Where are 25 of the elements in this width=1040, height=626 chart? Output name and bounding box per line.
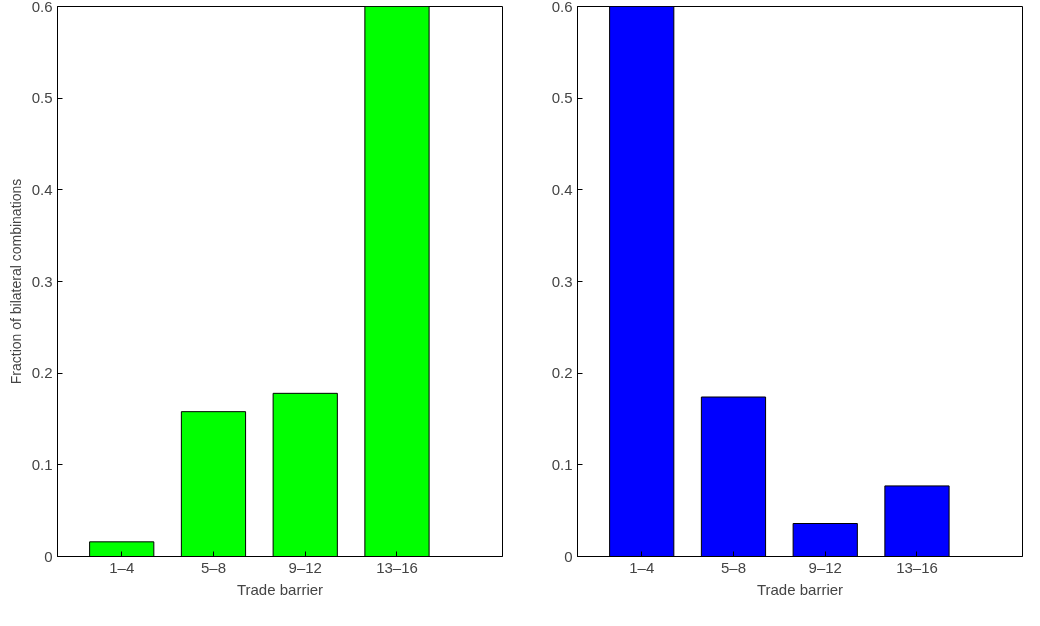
x-axis-title: Trade barrier xyxy=(756,580,844,598)
y-tick-label: 0.2 xyxy=(551,364,573,382)
y-tick-label: 0.1 xyxy=(31,455,53,473)
x-tick-label: 5–8 xyxy=(200,558,226,576)
x-tick-label: 1–4 xyxy=(109,558,135,576)
y-tick-label: 0.6 xyxy=(551,0,573,15)
x-tick-label: 1–4 xyxy=(629,558,655,576)
x-tick-label: 13–16 xyxy=(896,558,938,576)
y-tick-label: 0.3 xyxy=(31,272,53,290)
y-tick-label: 0.3 xyxy=(551,272,573,290)
y-tick-label: 0.2 xyxy=(31,364,53,382)
y-tick-label: 0 xyxy=(564,547,573,565)
y-tick-label: 0.6 xyxy=(31,0,53,15)
x-tick-label: 5–8 xyxy=(720,558,746,576)
x-tick-label: 9–12 xyxy=(288,558,322,576)
y-tick-label: 0.4 xyxy=(31,180,53,198)
y-tick-label: 0.4 xyxy=(551,180,573,198)
y-tick-label: 0.1 xyxy=(551,455,573,473)
y-axis-title: Fraction of bilateral combinations xyxy=(7,178,24,385)
x-axis-title: Trade barrier xyxy=(236,580,324,598)
y-tick-label: 0 xyxy=(44,547,53,565)
y-tick-label: 0.5 xyxy=(551,89,573,107)
y-tick-label: 0.5 xyxy=(31,89,53,107)
x-tick-label: 13–16 xyxy=(376,558,418,576)
x-tick-label: 9–12 xyxy=(808,558,842,576)
